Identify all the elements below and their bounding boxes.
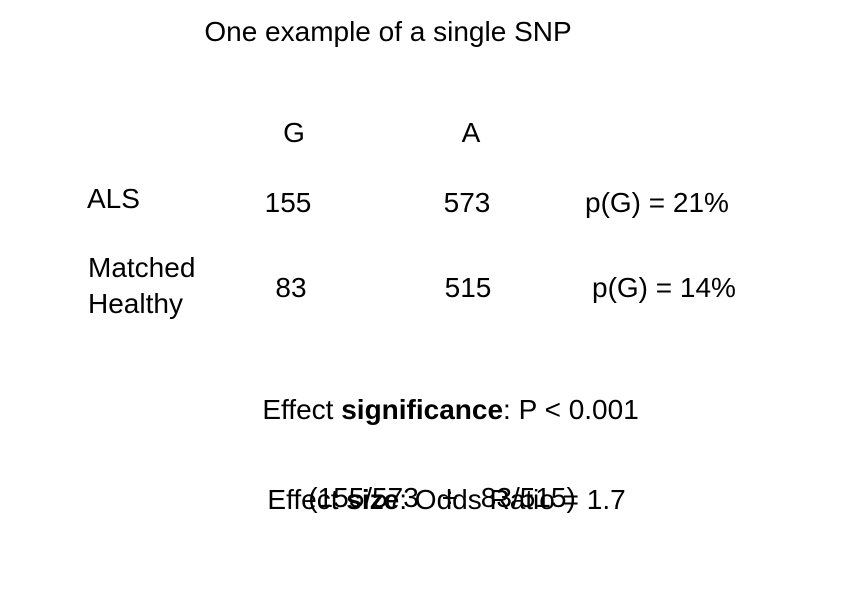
row-label-matched-healthy: Matched Healthy xyxy=(88,252,196,319)
cell-healthy-a: 515 xyxy=(444,272,492,303)
effect-size-suffix: : Odds Ratio = 1.7 xyxy=(399,484,626,515)
slide-title: One example of a single SNP xyxy=(204,16,572,47)
column-header-g: G xyxy=(283,117,305,148)
effect-significance-bold: significance xyxy=(341,394,504,425)
effect-significance-prefix: Effect xyxy=(262,394,342,425)
effect-size-prefix: Effect xyxy=(267,484,347,515)
row-label-als: ALS xyxy=(87,183,140,214)
column-header-a: A xyxy=(461,117,481,148)
effect-size-line: Effect size: Odds Ratio = 1.7 xyxy=(236,449,625,551)
cell-als-a: 573 xyxy=(443,187,491,218)
cell-healthy-g: 83 xyxy=(275,272,307,303)
effect-significance-suffix: : P < 0.001 xyxy=(503,394,639,425)
odds-ratio-formula: (155/573 ÷ 83/515) xyxy=(308,482,576,513)
effect-significance-line: Effect significance: P < 0.001 xyxy=(231,359,639,461)
cell-als-g: 155 xyxy=(264,187,312,218)
allele-frequency-healthy: p(G) = 14% xyxy=(592,272,736,303)
allele-frequency-als: p(G) = 21% xyxy=(585,187,729,218)
effect-size-bold: size xyxy=(346,484,400,515)
